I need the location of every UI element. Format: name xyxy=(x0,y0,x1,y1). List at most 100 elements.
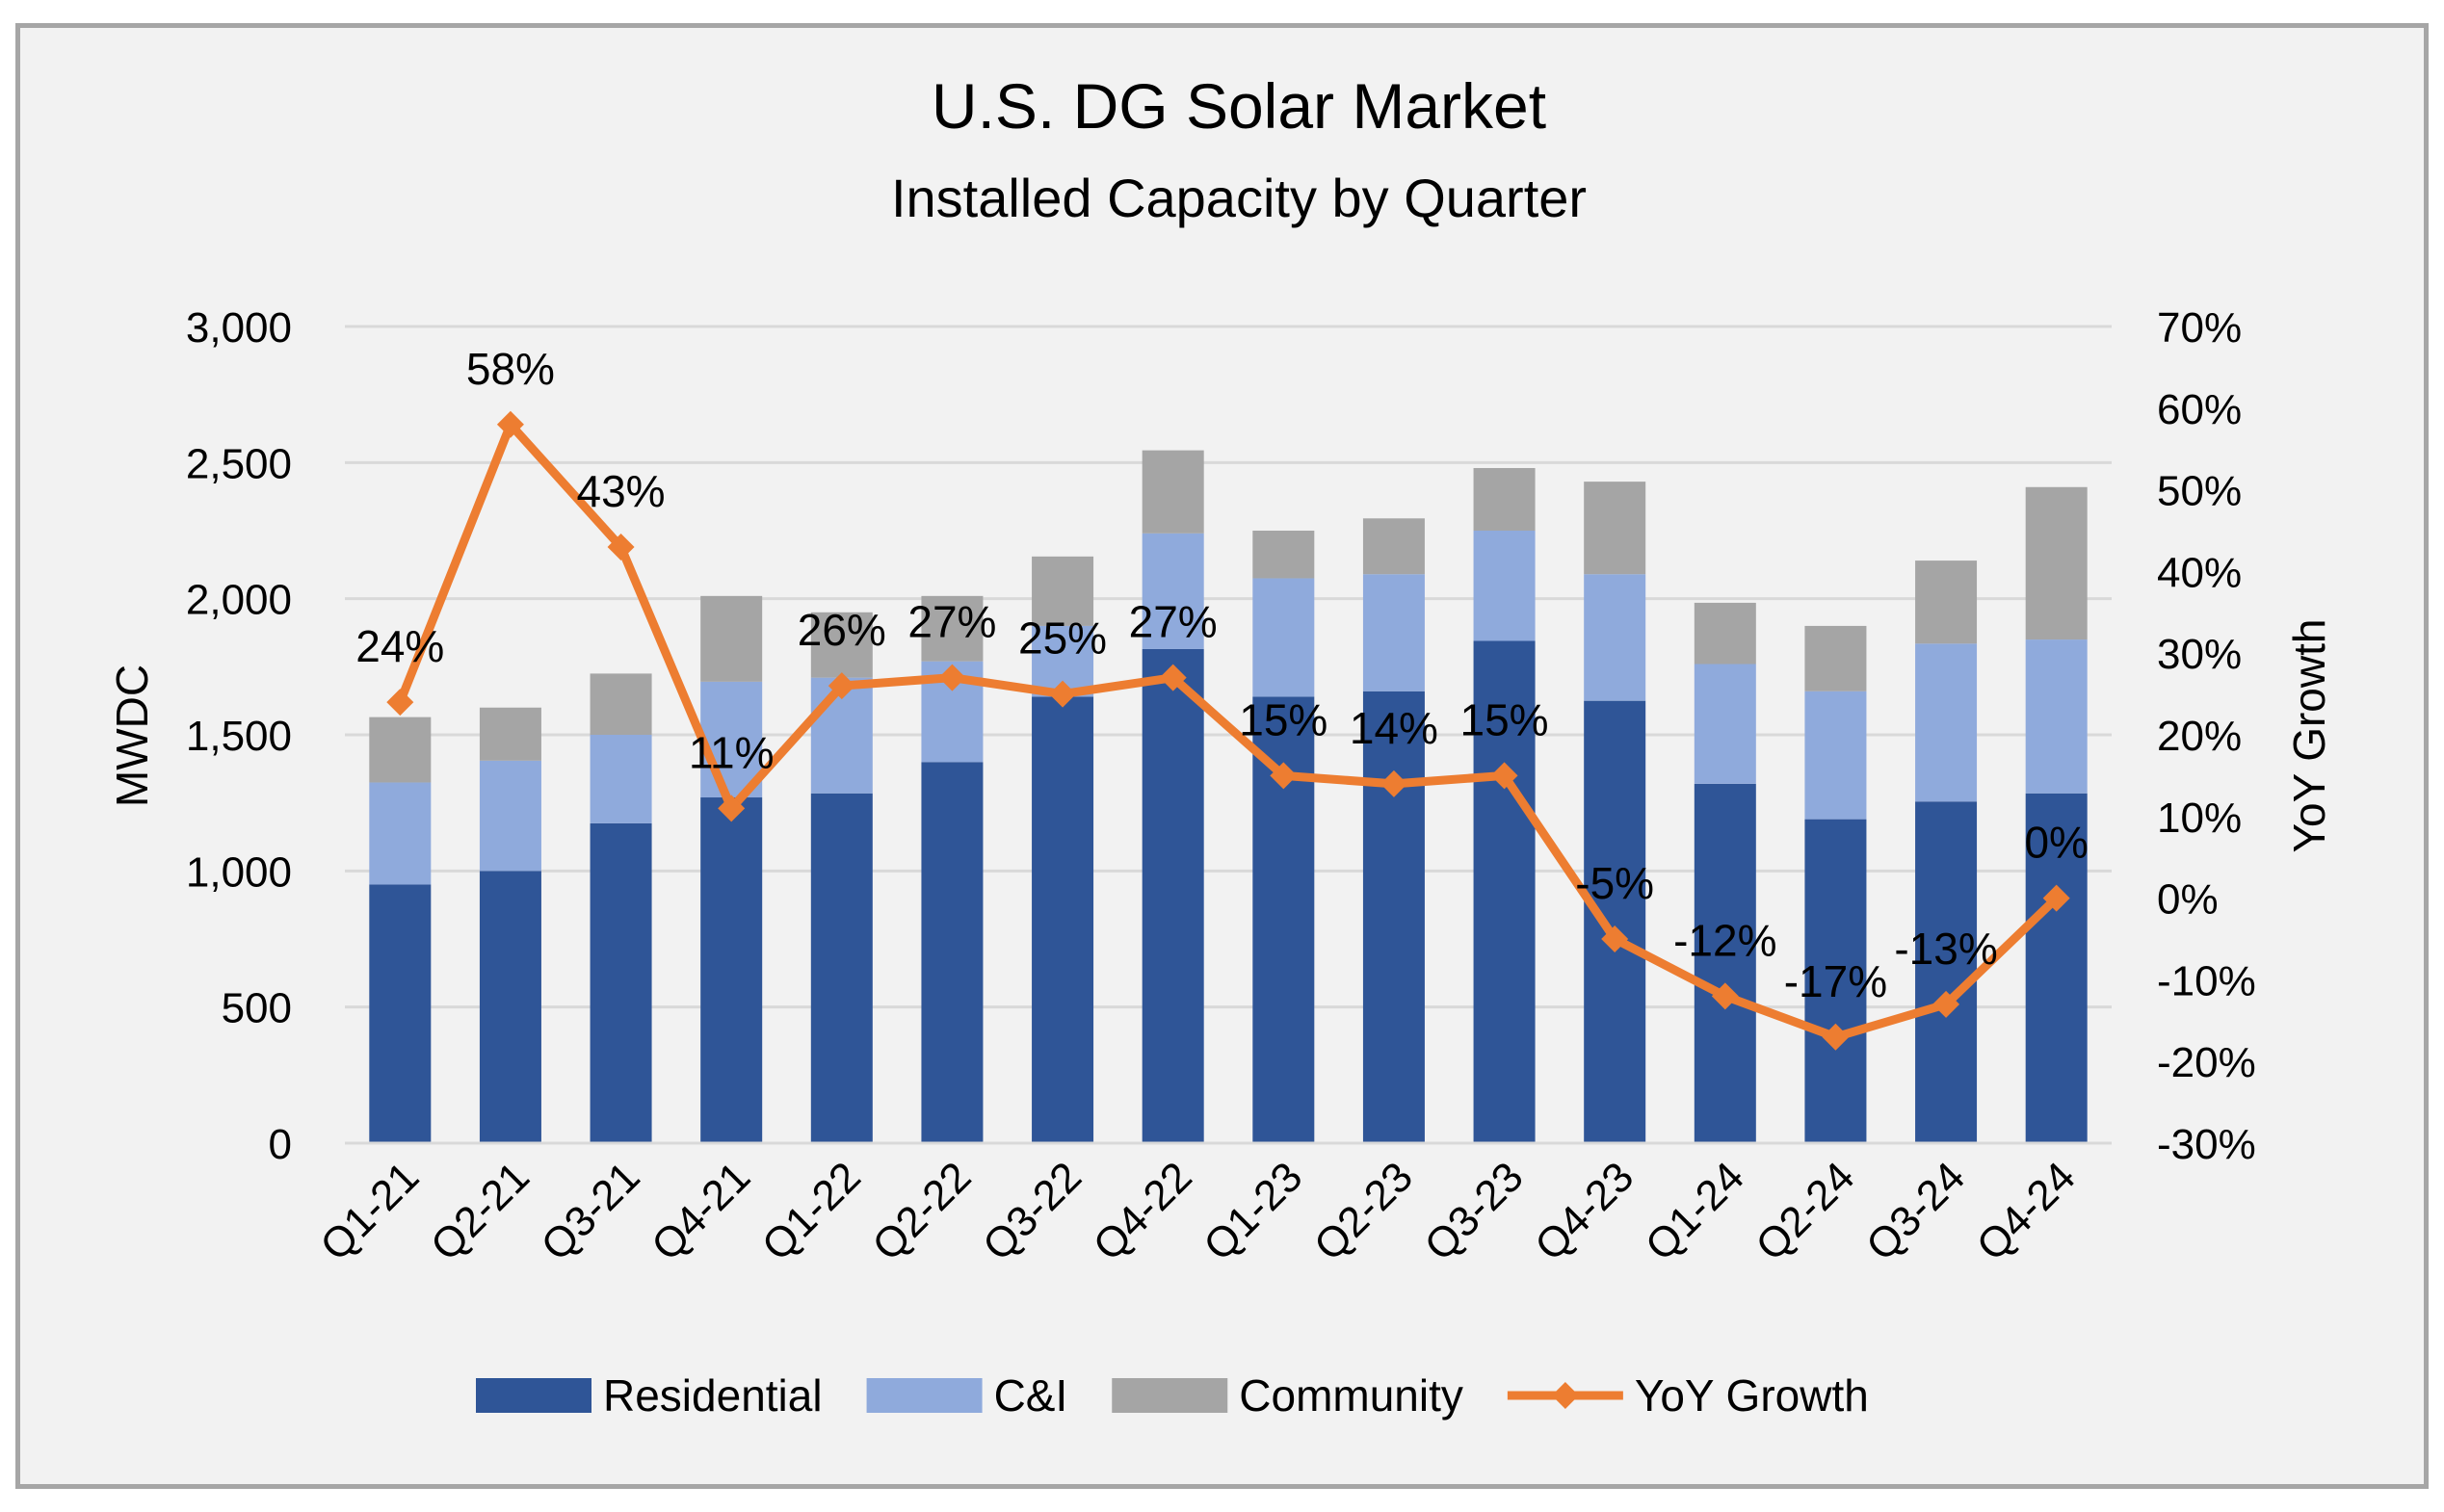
yoy-marker xyxy=(1270,762,1298,790)
y-tick-label: 2,500 xyxy=(186,440,292,487)
x-tick-label: Q2-24 xyxy=(1747,1153,1863,1269)
bar-c-i xyxy=(700,681,763,798)
bar-residential xyxy=(921,762,984,1143)
yoy-data-label: -12% xyxy=(1673,915,1776,965)
yoy-marker xyxy=(1490,762,1518,790)
yoy-data-label: -5% xyxy=(1575,858,1654,908)
bar-residential xyxy=(1142,648,1204,1143)
legend-swatch-c-i xyxy=(866,1378,983,1413)
yoy-data-label: 24% xyxy=(355,621,444,671)
yoy-marker xyxy=(386,689,414,717)
bar-residential xyxy=(1584,700,1646,1143)
yoy-data-label: 14% xyxy=(1350,703,1438,753)
bar-community xyxy=(1804,625,1867,691)
bar-c-i xyxy=(1694,664,1756,784)
x-tick-label: Q4-23 xyxy=(1526,1153,1642,1269)
yoy-growth-line xyxy=(396,420,2060,1042)
legend-marker-yoy-growth xyxy=(1551,1382,1579,1409)
bar-residential xyxy=(1473,640,1536,1143)
x-tick-label: Q3-24 xyxy=(1857,1153,1974,1269)
yoy-data-label: -13% xyxy=(1894,924,1997,974)
bar-residential xyxy=(700,797,763,1143)
x-tick-label: Q1-21 xyxy=(311,1153,428,1269)
yoy-marker xyxy=(2042,884,2070,912)
yoy-marker xyxy=(496,410,524,438)
y2-tick-label: -20% xyxy=(2157,1039,2256,1086)
yoy-marker xyxy=(1822,1023,1850,1051)
yoy-data-label: 15% xyxy=(1460,694,1549,744)
x-tick-label: Q3-23 xyxy=(1416,1153,1533,1269)
yoy-marker xyxy=(718,795,746,822)
yoy-marker xyxy=(1601,925,1629,952)
bar-residential xyxy=(479,871,541,1143)
yoy-data-label: 26% xyxy=(798,605,886,655)
yoy-data-label: 27% xyxy=(1129,597,1218,647)
chart-subtitle: Installed Capacity by Quarter xyxy=(891,168,1587,228)
bar-community xyxy=(1362,518,1425,575)
y2-tick-label: 70% xyxy=(2157,304,2242,352)
y-tick-label: 500 xyxy=(222,985,292,1032)
legend: Residential C&I Community YoY Growth xyxy=(476,1370,1869,1421)
yoy-marker xyxy=(938,664,966,691)
bar-c-i xyxy=(590,735,652,823)
legend-label: YoY Growth xyxy=(1635,1370,1869,1421)
bar-community xyxy=(1142,450,1204,534)
bar-c-i xyxy=(1915,643,1978,802)
y-tick-label: 0 xyxy=(269,1121,292,1168)
bar-c-i xyxy=(369,782,432,885)
y2-tick-label: -30% xyxy=(2157,1121,2256,1168)
bar-community xyxy=(921,595,984,662)
x-tick-label: Q1-22 xyxy=(753,1153,870,1269)
yoy-marker xyxy=(1711,982,1739,1010)
bar-residential xyxy=(1362,691,1425,1143)
y-tick-label: 1,000 xyxy=(186,848,292,896)
legend-label: C&I xyxy=(994,1370,1068,1421)
y-tick-label: 1,500 xyxy=(186,713,292,760)
bar-residential xyxy=(369,884,432,1143)
x-tick-label: Q3-22 xyxy=(974,1153,1091,1269)
y2-tick-label: 40% xyxy=(2157,549,2242,596)
y2-axis-title: YoY Growth xyxy=(2284,619,2334,853)
bar-series xyxy=(369,450,2088,1143)
bar-c-i xyxy=(1142,533,1204,649)
bar-community xyxy=(1473,467,1536,531)
x-tick-label: Q2-22 xyxy=(863,1153,980,1269)
yoy-marker xyxy=(607,533,635,560)
x-tick-label: Q2-23 xyxy=(1305,1153,1422,1269)
chart-frame: U.S. DG Solar Market Installed Capacity … xyxy=(15,23,2429,1489)
yoy-data-label: 58% xyxy=(466,344,555,394)
bar-c-i xyxy=(1804,691,1867,820)
yoy-marker xyxy=(828,672,855,700)
yoy-line-series: 24% 58% 43% 11% 26% 27% 25% 27% 15% 14% 15% -5% -12%… xyxy=(355,344,2089,1051)
x-tick-label: Q1-23 xyxy=(1195,1153,1311,1269)
bar-residential xyxy=(1032,696,1094,1143)
legend-swatch-residential xyxy=(476,1378,591,1413)
x-tick-label: Q3-21 xyxy=(533,1153,649,1269)
bar-residential xyxy=(1694,783,1756,1143)
legend-label: Community xyxy=(1239,1370,1463,1421)
bar-community xyxy=(369,717,432,783)
x-tick-label: Q4-21 xyxy=(643,1153,759,1269)
x-tick-label: Q1-24 xyxy=(1637,1153,1753,1269)
bar-community xyxy=(810,612,873,678)
yoy-data-label: 27% xyxy=(907,597,996,647)
chart-title: U.S. DG Solar Market xyxy=(932,70,1546,142)
y-tick-label: 3,000 xyxy=(186,304,292,352)
y-axis-title: MWDC xyxy=(107,665,157,807)
y-tick-label: 2,000 xyxy=(186,577,292,624)
yoy-data-label: 43% xyxy=(577,466,666,516)
y2-tick-label: 50% xyxy=(2157,468,2242,515)
y2-tick-label: 60% xyxy=(2157,386,2242,433)
yoy-data-label: 25% xyxy=(1018,613,1107,664)
y2-tick-label: 10% xyxy=(2157,795,2242,842)
yoy-marker xyxy=(1049,680,1077,708)
bar-residential xyxy=(810,793,873,1143)
bar-community xyxy=(1584,482,1646,575)
bar-residential xyxy=(590,822,652,1143)
yoy-marker xyxy=(1932,990,1960,1018)
bar-c-i xyxy=(2025,639,2088,794)
bar-c-i xyxy=(479,760,541,872)
bar-community xyxy=(1032,556,1094,626)
yoy-data-label: 0% xyxy=(2024,818,2088,868)
bar-community xyxy=(1694,602,1756,665)
